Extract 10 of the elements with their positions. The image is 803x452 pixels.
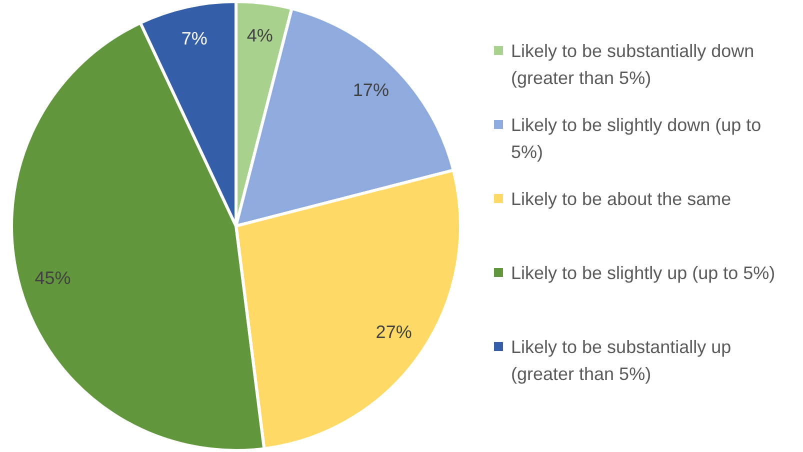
legend-label: Likely to be substantially up (greater than 5%)	[511, 336, 732, 386]
data-label: 45%	[34, 268, 71, 288]
data-label: 4%	[246, 26, 273, 46]
legend-label: Likely to be substantially down (greater than 5%)	[511, 40, 756, 90]
legend-label: Likely to be slightly up (up to 5%)	[511, 262, 776, 285]
data-label: 7%	[181, 28, 208, 49]
data-label: 17%	[352, 80, 389, 100]
legend-label: Likely to be about the same	[511, 188, 732, 211]
data-label: 27%	[376, 322, 412, 342]
legend-label: Likely to be slightly down (up to 5%)	[511, 114, 762, 164]
